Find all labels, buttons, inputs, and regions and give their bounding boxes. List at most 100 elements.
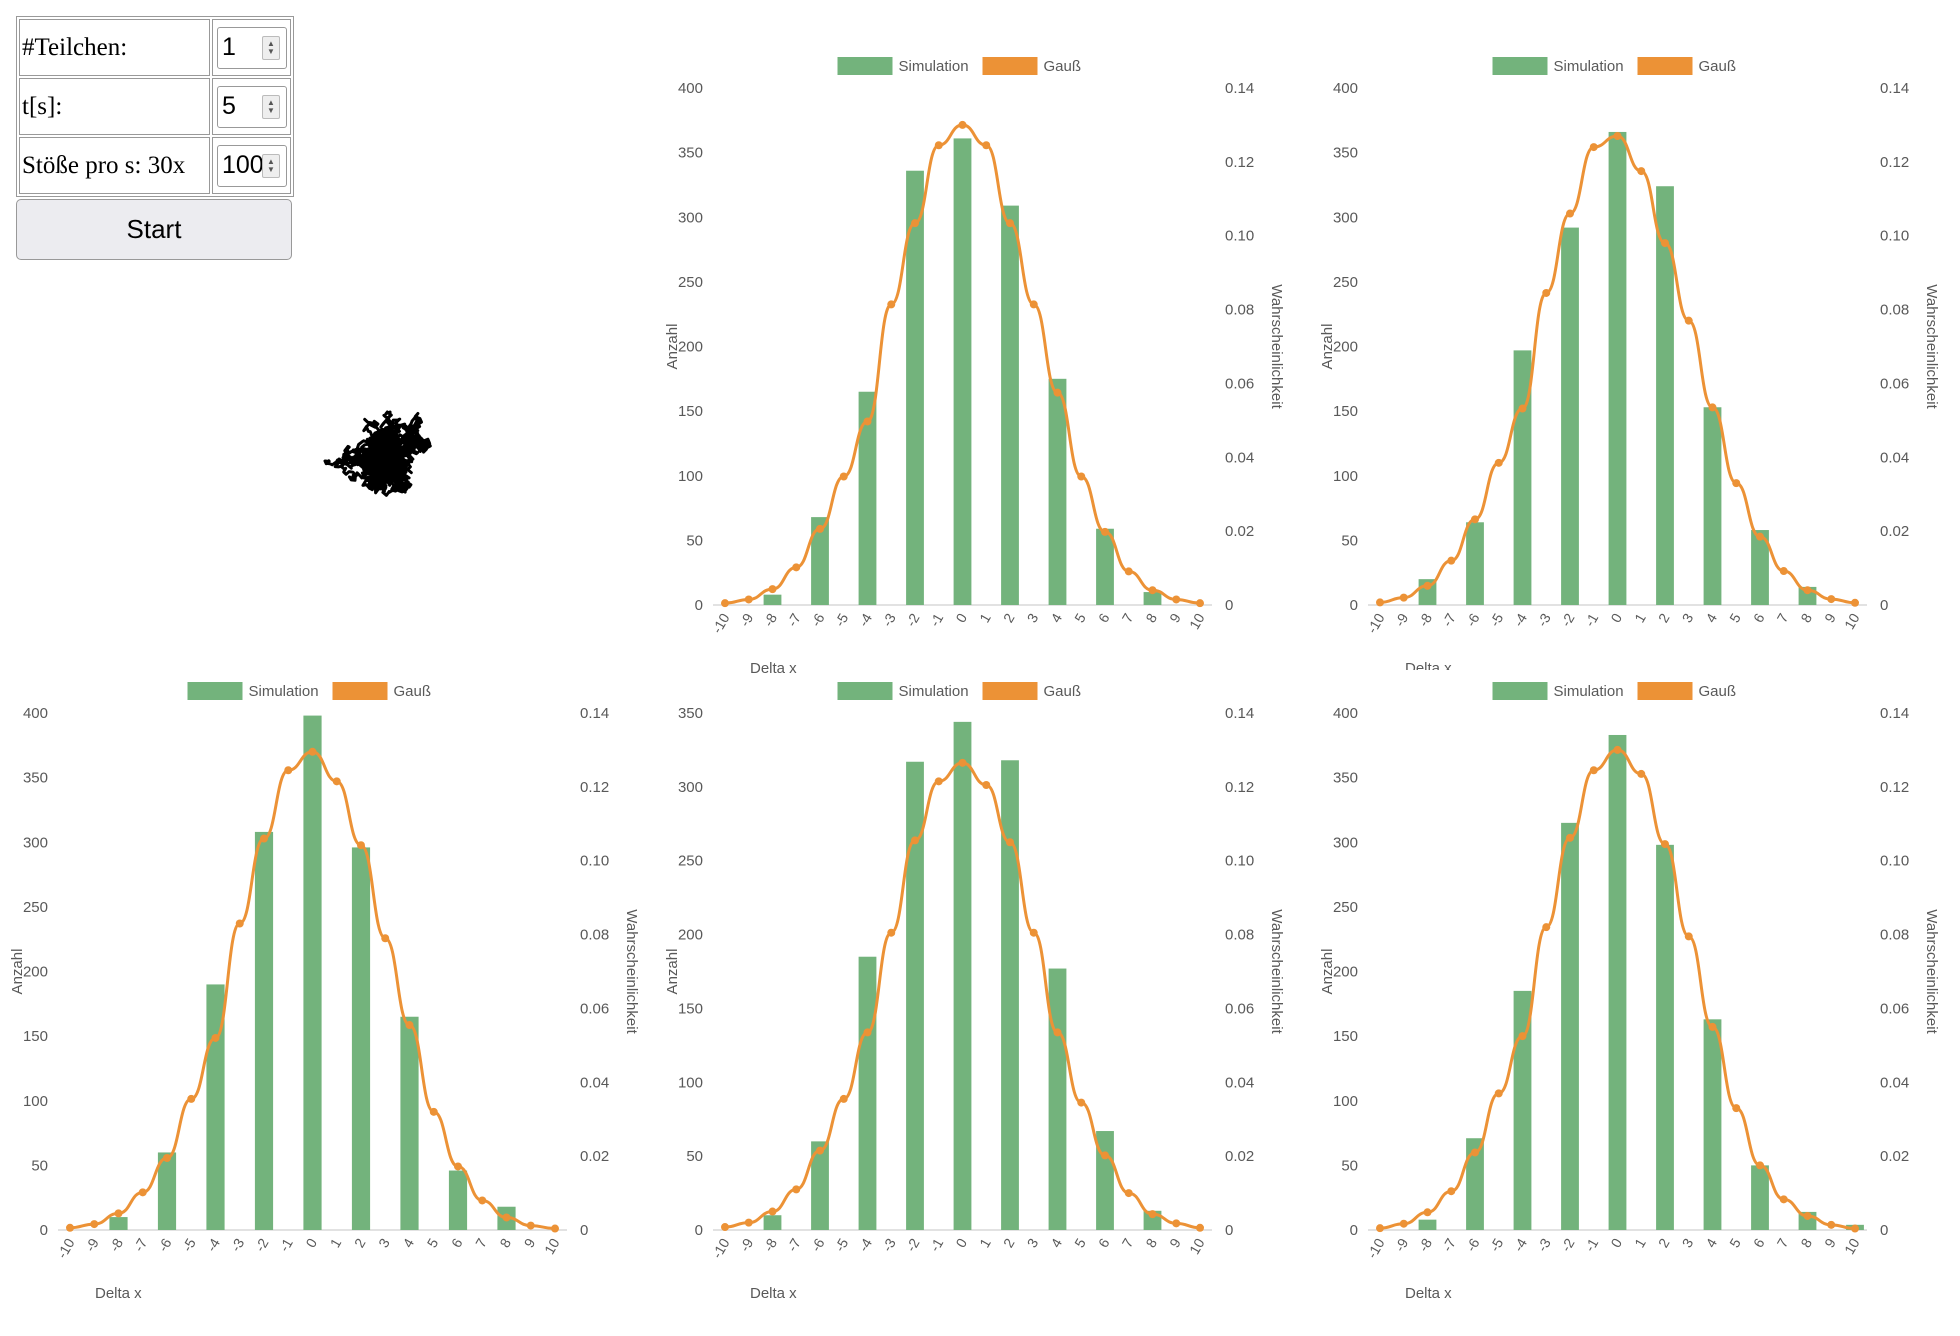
gauss-point [1756, 532, 1764, 541]
simulation-bar [1656, 186, 1674, 606]
x-tick-label: -4 [1510, 1235, 1530, 1254]
y-tick-label: 400 [1333, 705, 1358, 722]
gauss-point [1637, 167, 1646, 176]
x-tick-label: 0 [1607, 610, 1625, 625]
x-tick-label: -6 [1463, 610, 1483, 629]
x-tick-label: -10 [709, 610, 733, 636]
x-tick-label: 6 [448, 1235, 466, 1250]
gauss-point [887, 928, 896, 937]
y2-tick-label: 0.14 [1225, 705, 1254, 722]
x-tick-label: 8 [496, 1235, 514, 1250]
x-tick-label: 6 [1750, 1235, 1768, 1250]
y-tick-label: 350 [678, 705, 703, 722]
x-tick-label: 10 [1186, 1235, 1208, 1257]
gauss-point [934, 777, 943, 786]
x-tick-label: 9 [1821, 1235, 1839, 1250]
y-tick-label: 150 [678, 1000, 703, 1017]
y-tick-label: 0 [695, 597, 703, 614]
particles-stepper[interactable]: ▲▼ [217, 26, 287, 69]
y2-tick-label: 0.10 [1225, 853, 1254, 870]
simulation-bar [763, 1215, 782, 1230]
gauss-point [66, 1223, 74, 1232]
x-tick-label: -3 [879, 610, 899, 629]
y2-tick-label: 0.06 [1880, 1000, 1909, 1017]
gauss-point [1779, 1195, 1788, 1204]
time-stepper[interactable]: ▲▼ [217, 85, 287, 128]
time-input[interactable] [218, 92, 262, 121]
x-tick-label: -7 [1439, 610, 1459, 629]
gauss-point [1423, 1208, 1432, 1217]
gauss-point [816, 524, 824, 533]
gauss-point [1124, 1189, 1133, 1198]
collisions-input[interactable] [218, 151, 262, 180]
y2-tick-label: 0.08 [1880, 302, 1909, 319]
gauss-point [721, 1223, 729, 1232]
random-walk-canvas [323, 410, 432, 497]
y2-tick-label: 0.06 [1225, 375, 1254, 392]
gauss-point [839, 472, 848, 481]
y-tick-label: 350 [678, 145, 703, 162]
gauss-point [911, 219, 919, 228]
y-tick-label: 150 [1333, 403, 1358, 420]
x-tick-label: 10 [1186, 610, 1208, 632]
simulation-bar [1418, 1219, 1437, 1230]
time-label: t[s]: [19, 78, 210, 135]
gauss-point [332, 777, 341, 786]
gauss-point [1101, 1151, 1109, 1160]
x-tick-label: -9 [82, 1235, 102, 1254]
x-tick-label: -2 [1558, 1235, 1578, 1254]
gauss-point [1494, 458, 1503, 467]
x-tick-label: 3 [1679, 1235, 1697, 1250]
x-tick-label: -9 [736, 610, 756, 629]
gauss-point [138, 1188, 147, 1197]
simulation-bar [1703, 407, 1722, 605]
gauss-point [1542, 288, 1551, 297]
simulation-bar [109, 1217, 128, 1230]
spin-arrows-icon[interactable]: ▲ ▼ [262, 35, 280, 60]
simulation-bar [351, 847, 371, 1230]
x-tick-label: 10 [541, 1235, 563, 1257]
simulation-bar [1703, 1019, 1722, 1230]
gauss-point [1637, 769, 1646, 778]
x-tick-label: -10 [1364, 1235, 1388, 1261]
y-tick-label: 150 [23, 1028, 48, 1045]
particles-row: #Teilchen: ▲▼ [19, 19, 291, 76]
x-tick-label: -5 [831, 610, 851, 629]
x-tick-label: 7 [1119, 610, 1137, 625]
spin-arrows-icon[interactable]: ▲ ▼ [262, 153, 280, 178]
gauss-point [1827, 595, 1836, 604]
x-tick-label: 0 [952, 1235, 970, 1250]
legend-simulation-label: Simulation [1554, 58, 1624, 75]
simulation-bar [1608, 131, 1627, 605]
simulation-bar [303, 715, 322, 1230]
spin-arrows-icon[interactable]: ▲ ▼ [262, 94, 280, 119]
gauss-point [744, 595, 753, 604]
y-axis-title: Anzahl [664, 949, 681, 995]
collisions-stepper[interactable]: ▲▼ [217, 144, 287, 187]
gauss-point [1376, 598, 1384, 607]
y-tick-label: 50 [686, 1148, 703, 1165]
gauss-point [1148, 1210, 1157, 1219]
gauss-point [1851, 598, 1859, 607]
x-tick-label: 8 [1142, 610, 1160, 625]
gauss-point [887, 300, 896, 309]
y2-tick-label: 0.12 [1880, 779, 1909, 796]
simulation-bar [1513, 990, 1532, 1230]
x-tick-label: -2 [1558, 610, 1578, 629]
x-axis-title: Delta x [1405, 1285, 1452, 1302]
x-tick-label: -3 [1534, 1235, 1554, 1254]
x-tick-label: -4 [203, 1235, 223, 1254]
y2-tick-label: 0.10 [580, 853, 609, 870]
particles-input[interactable] [218, 33, 262, 62]
y2-axis-title: Wahrscheinlichkeit [623, 909, 640, 1034]
start-button[interactable]: Start [16, 199, 292, 260]
x-tick-label: 5 [1726, 610, 1744, 625]
gauss-point [1566, 833, 1574, 842]
x-tick-label: -1 [1581, 1235, 1601, 1254]
y2-axis-title: Wahrscheinlichkeit [1268, 284, 1285, 409]
x-tick-label: -8 [106, 1235, 126, 1254]
x-tick-label: 7 [472, 1235, 490, 1250]
y2-tick-label: 0.12 [1880, 154, 1909, 171]
x-tick-label: -2 [903, 1235, 923, 1254]
gauss-point [1803, 1211, 1812, 1220]
